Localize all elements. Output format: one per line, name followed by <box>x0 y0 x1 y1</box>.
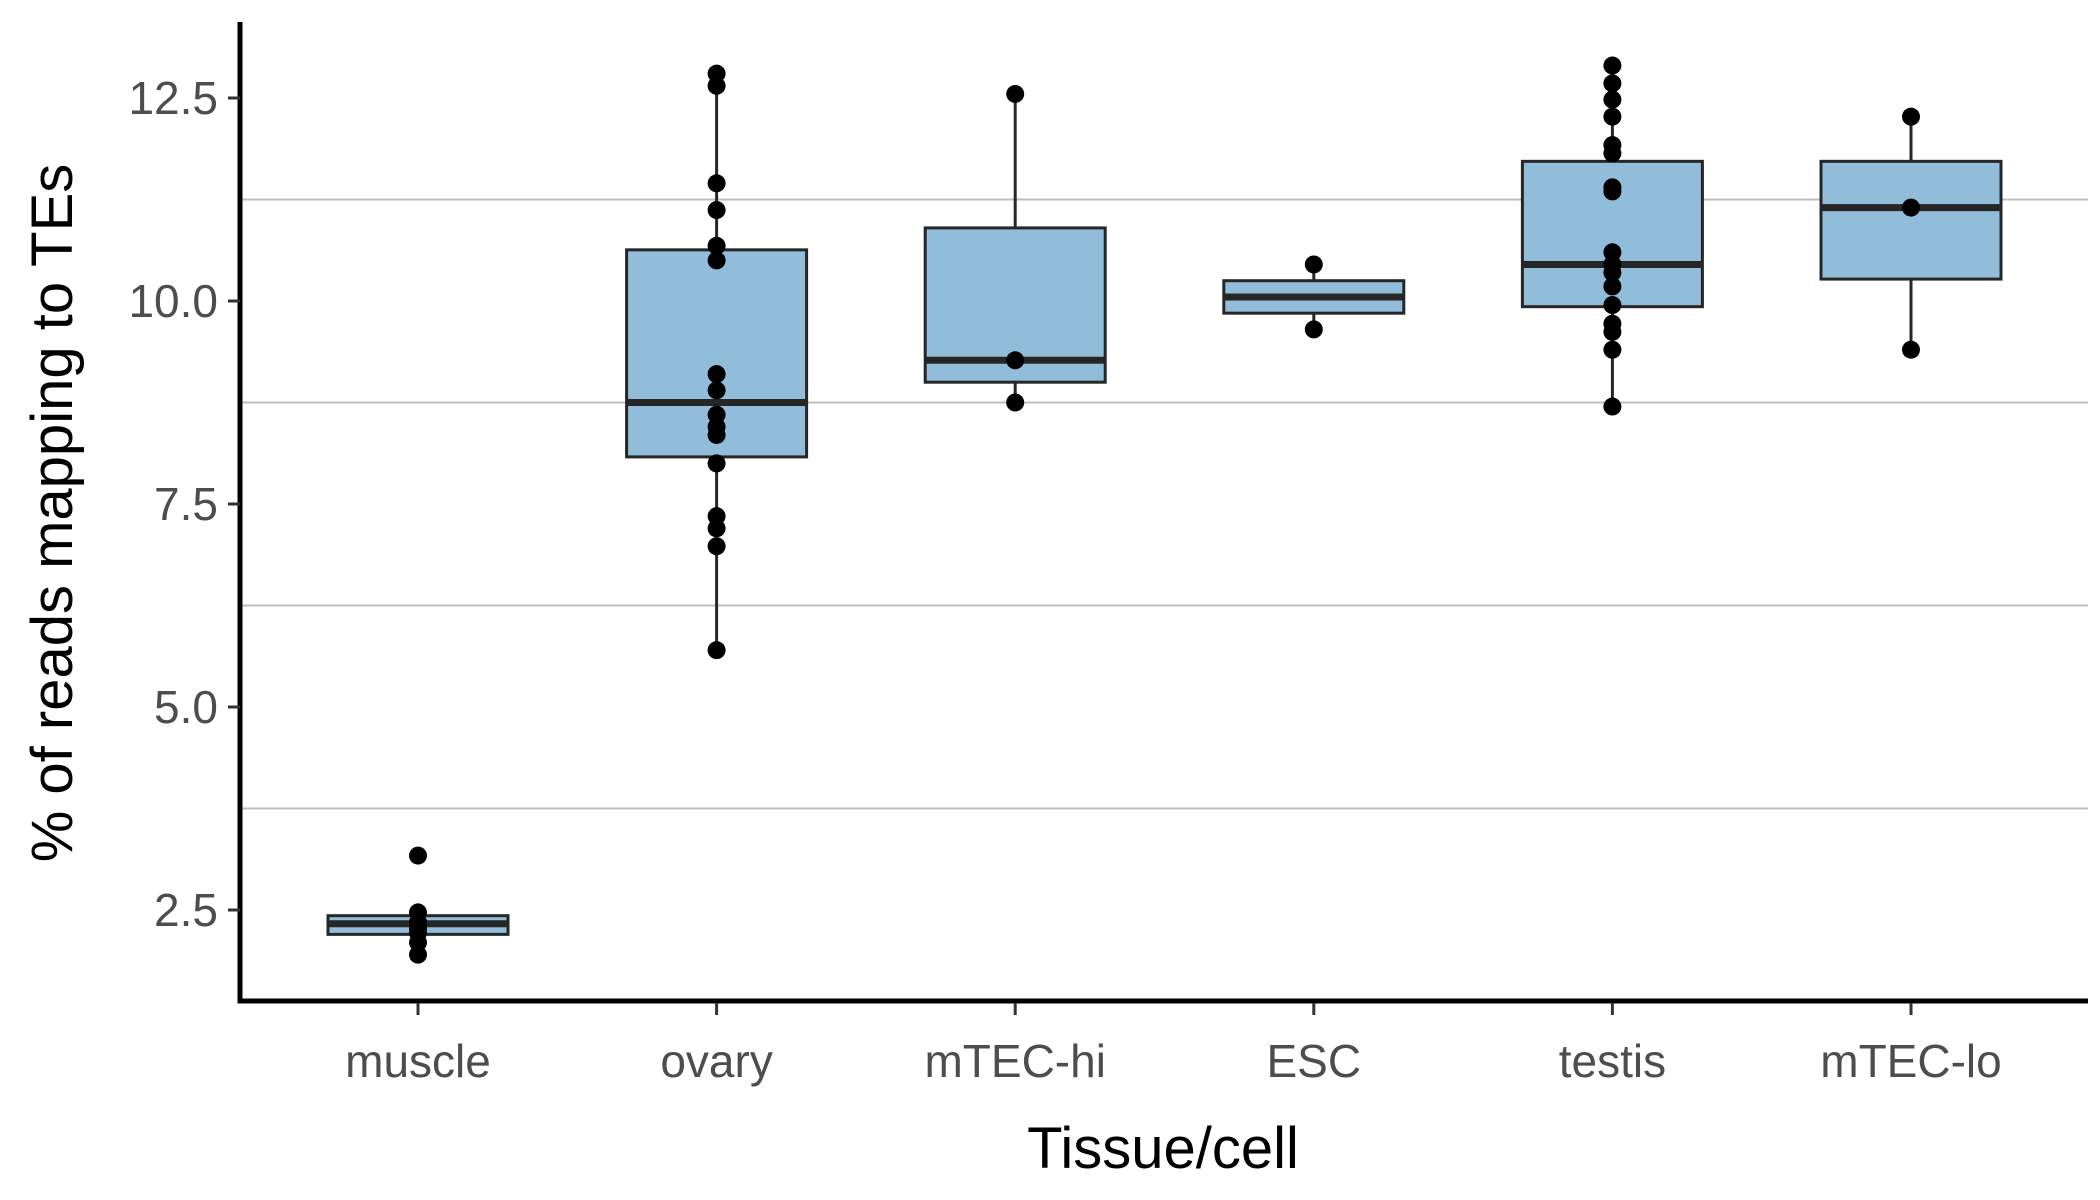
data-point <box>409 945 427 964</box>
data-point <box>707 425 726 444</box>
data-point <box>1006 84 1025 103</box>
data-point <box>707 251 726 270</box>
data-point <box>1603 322 1622 341</box>
data-point <box>1603 182 1622 201</box>
data-points <box>409 56 1920 964</box>
x-tick-label: mTEC-lo <box>1820 1035 2001 1087</box>
gridlines <box>240 198 2088 810</box>
y-ticks: 2.5 5.0 7.5 10.0 12.5 <box>128 72 240 936</box>
data-point <box>1902 198 1920 217</box>
y-tick-label: 10.0 <box>128 275 218 327</box>
x-tick-label: ovary <box>660 1035 772 1087</box>
box-iqr <box>1819 159 2003 281</box>
y-tick-label: 5.0 <box>154 681 218 733</box>
x-tick-label: testis <box>1559 1035 1666 1087</box>
data-point <box>1603 56 1622 75</box>
x-tick-label: muscle <box>345 1035 491 1087</box>
data-point <box>707 454 726 473</box>
data-point <box>1603 397 1622 416</box>
box-ovary <box>625 73 809 651</box>
data-point <box>1902 107 1920 126</box>
data-point <box>707 201 726 220</box>
data-point <box>1603 144 1622 163</box>
axes <box>237 22 2088 1004</box>
box-esc <box>1222 264 1406 330</box>
data-point <box>1603 277 1622 296</box>
data-point <box>1603 107 1622 126</box>
data-point <box>1304 320 1323 339</box>
y-tick-label: 7.5 <box>154 478 218 530</box>
data-point <box>409 846 427 865</box>
x-tick-label: mTEC-hi <box>924 1035 1105 1087</box>
y-tick-label: 2.5 <box>154 884 218 936</box>
data-point <box>1603 263 1622 282</box>
data-point <box>1902 340 1920 359</box>
box-mtec-hi <box>923 93 1107 403</box>
data-point <box>707 174 726 193</box>
data-point <box>1603 340 1622 359</box>
y-axis-title: % of reads mapping to TEs <box>20 164 85 863</box>
data-point <box>1006 351 1025 370</box>
x-tick-label: ESC <box>1267 1035 1362 1087</box>
data-point <box>707 519 726 538</box>
data-point <box>1304 255 1323 274</box>
box-mtec-lo <box>1819 116 2003 350</box>
x-axis-title: Tissue/cell <box>1027 1116 1299 1181</box>
data-point <box>1006 393 1025 412</box>
data-point <box>707 641 726 660</box>
data-point <box>1603 90 1622 109</box>
data-point <box>707 76 726 95</box>
data-point <box>1603 74 1622 93</box>
data-point <box>707 236 726 255</box>
y-tick-label: 12.5 <box>128 72 218 124</box>
boxplots <box>326 65 2003 936</box>
x-ticks: muscle ovary mTEC-hi ESC testis mTEC-lo <box>345 1003 2002 1087</box>
data-point <box>707 537 726 556</box>
data-point <box>707 381 726 400</box>
data-point <box>707 365 726 384</box>
data-point <box>1603 296 1622 315</box>
